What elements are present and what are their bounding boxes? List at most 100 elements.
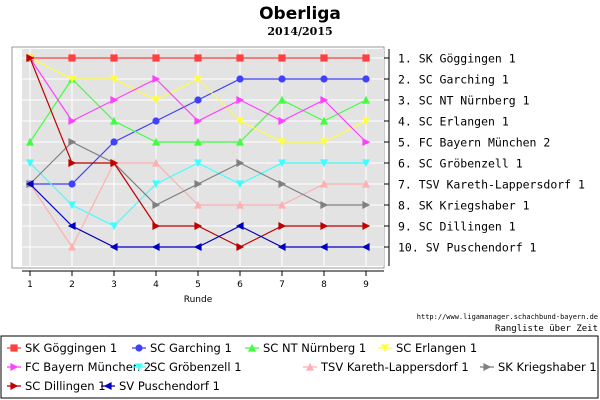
standing-label: 8. SK Kriegshaber 1 [398, 199, 530, 213]
data-point [362, 179, 370, 188]
data-point [278, 54, 286, 62]
legend-item-2: SC Garching 1 [132, 341, 232, 355]
legend-marker [10, 363, 19, 371]
legend-item-4: SC Erlangen 1 [378, 341, 477, 355]
legend-item-1: SK Göggingen 1 [7, 341, 117, 355]
data-point [68, 138, 77, 146]
data-point [320, 96, 329, 104]
data-point [320, 54, 328, 62]
standing-label: 4. SC Erlangen 1 [398, 115, 509, 129]
series-10 [25, 180, 370, 251]
x-tick-label: 1 [27, 280, 33, 290]
legend-label: SC NT Nürnberg 1 [263, 341, 366, 355]
data-point [110, 96, 119, 104]
legend-item-10: SV Puschendorf 1 [101, 379, 220, 393]
chart-title: Oberliga [259, 4, 341, 24]
legend-item-9: SC Dillingen 1 [7, 379, 106, 393]
data-point [362, 95, 370, 104]
x-tick-label: 4 [153, 280, 159, 290]
data-point [362, 159, 370, 168]
x-tick-label: 5 [195, 280, 201, 290]
data-point [236, 96, 245, 104]
series [25, 54, 371, 251]
standing-label: 5. FC Bayern München 2 [398, 136, 550, 150]
data-point [194, 200, 202, 209]
data-point [25, 180, 34, 188]
axes: 1 2 3 4 5 6 7 8 9 [22, 49, 390, 290]
data-point [320, 222, 329, 230]
data-point [194, 180, 203, 188]
data-point [68, 75, 76, 84]
data-point [194, 159, 202, 168]
legend-marker [10, 382, 19, 390]
data-point [320, 159, 328, 168]
legend: SK Göggingen 1 SC Garching 1 SC NT Nürnber… [7, 341, 597, 393]
standing-label: 7. TSV Kareth-Lappersdorf 1 [398, 178, 585, 192]
legend-marker [10, 344, 18, 352]
standing-label: 10. SV Puschendorf 1 [398, 241, 537, 255]
data-point [236, 200, 244, 209]
legend-label: SC Erlangen 1 [396, 341, 477, 355]
data-point [68, 242, 76, 251]
x-tick-label: 8 [321, 280, 327, 290]
data-point [152, 54, 160, 62]
standing-label: 9. SC Dillingen 1 [398, 220, 516, 234]
data-point [194, 117, 203, 125]
data-point [236, 75, 244, 83]
data-point [235, 222, 244, 230]
data-point [152, 117, 160, 125]
data-point [362, 54, 370, 62]
legend-item-3: SC NT Nürnberg 1 [245, 341, 366, 355]
legend-marker [103, 382, 112, 390]
data-point [26, 54, 35, 62]
data-point [320, 75, 328, 83]
data-point [68, 159, 77, 167]
legend-marker [381, 344, 389, 353]
data-point [320, 138, 328, 147]
legend-label: FC Bayern München 2 [25, 360, 151, 374]
data-point [278, 75, 286, 83]
series-6 [26, 159, 370, 231]
x-tick-label: 9 [363, 280, 369, 290]
data-point [110, 222, 118, 231]
data-point [362, 201, 371, 209]
data-point [68, 180, 76, 188]
data-point [110, 116, 118, 125]
data-point [277, 243, 286, 251]
data-point [362, 117, 370, 126]
credit-url: http://www.ligamanager.schachbund-bayern… [417, 313, 598, 321]
legend-label: SK Kriegshaber 1 [498, 360, 597, 374]
data-point [278, 200, 286, 209]
data-point [236, 180, 244, 189]
data-point [68, 201, 76, 210]
data-point [362, 75, 370, 83]
data-point [194, 222, 203, 230]
caption: Rangliste über Zeit [495, 324, 598, 334]
data-point [319, 243, 328, 251]
data-point [278, 138, 286, 147]
data-point [194, 75, 202, 84]
data-point [67, 222, 76, 230]
data-point [152, 158, 160, 167]
legend-marker [306, 362, 314, 371]
data-point [320, 179, 328, 188]
x-tick-label: 2 [69, 280, 75, 290]
data-point [236, 54, 244, 62]
legend-marker [135, 363, 143, 372]
legend-item-6: SC Gröbenzell 1 [132, 360, 242, 374]
data-point [152, 96, 160, 105]
series-3 [26, 74, 370, 146]
legend-label: TSV Kareth-Lappersdorf 1 [320, 360, 469, 374]
legend-marker [483, 363, 492, 371]
data-point [278, 222, 287, 230]
data-point [278, 159, 286, 168]
data-point [152, 201, 161, 209]
data-point [193, 243, 202, 251]
x-axis-label: Runde [184, 295, 213, 305]
standing-label: 3. SC NT Nürnberg 1 [398, 94, 530, 108]
data-point [320, 116, 328, 125]
legend-label: SV Puschendorf 1 [119, 379, 220, 393]
data-point [194, 137, 202, 146]
data-point [278, 95, 286, 104]
